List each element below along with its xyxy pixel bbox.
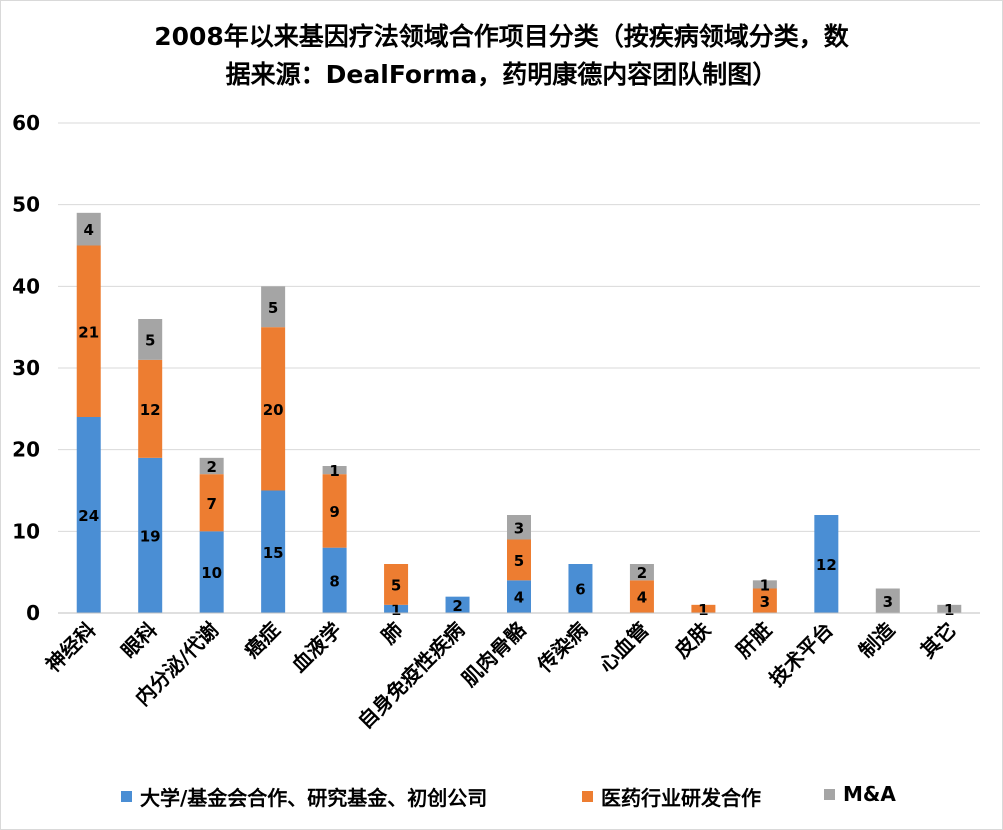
bar-segment: [568, 564, 593, 613]
data-label: 3: [514, 519, 524, 537]
bar-segment: [76, 245, 101, 417]
category-label: 血液学: [287, 618, 346, 677]
legend-swatch-ma: [824, 788, 835, 800]
bar-segment: [138, 359, 163, 458]
category-label: 肺: [376, 618, 407, 649]
data-label: 15: [263, 544, 284, 562]
bar-segment: [507, 515, 531, 540]
data-label: 4: [84, 221, 94, 239]
legend-item-ma: M&A: [824, 782, 896, 806]
data-label: 1: [391, 601, 401, 619]
bar-segment: [322, 474, 347, 548]
bar-segment: [261, 490, 286, 613]
y-tick-label: 0: [26, 601, 40, 625]
category-label: 肝脏: [731, 618, 776, 663]
y-tick-label: 30: [12, 356, 40, 380]
bar-segment: [507, 580, 531, 613]
bar-segment: [629, 564, 654, 581]
bar-segment: [752, 580, 777, 589]
data-label: 4: [514, 589, 524, 607]
bar-segment: [752, 588, 777, 613]
bar-segment: [76, 417, 101, 613]
data-label: 20: [263, 401, 284, 419]
bar-segment: [507, 539, 531, 581]
category-label: 传染病: [532, 618, 592, 678]
legend-item-industry: 医药行业研发合作: [582, 782, 761, 811]
category-label: 自身免疫性疾病: [353, 618, 469, 734]
data-label: 24: [78, 507, 99, 525]
data-label: 19: [140, 527, 161, 545]
bar-segment: [322, 547, 347, 613]
data-label: 10: [201, 564, 222, 582]
bar-segment: [384, 604, 409, 613]
category-label: 癌症: [239, 618, 284, 663]
category-label: 制造: [854, 617, 900, 663]
data-label: 12: [140, 401, 161, 419]
legend-item-university: 大学/基金会合作、研究基金、初创公司: [121, 782, 487, 811]
data-label: 5: [514, 552, 524, 570]
data-label: 7: [206, 495, 216, 513]
category-label: 眼科: [116, 618, 161, 663]
legend-swatch-industry: [582, 791, 593, 802]
bar-segment: [875, 588, 900, 613]
data-label: 12: [816, 556, 837, 574]
data-label: 2: [637, 564, 647, 582]
bar-segment: [199, 531, 224, 613]
bar-segment: [138, 457, 163, 613]
data-label: 21: [78, 323, 99, 341]
legend-label-industry: 医药行业研发合作: [601, 786, 761, 810]
y-tick-label: 10: [12, 519, 40, 543]
legend-swatch-university: [121, 791, 132, 802]
data-label: 2: [452, 597, 462, 615]
y-tick-label: 20: [12, 438, 40, 462]
data-label: 1: [698, 601, 708, 619]
data-label: 3: [883, 593, 893, 611]
bar-segment: [814, 515, 839, 613]
category-label: 技术平台: [764, 618, 838, 692]
category-label: 心血管: [594, 618, 653, 677]
data-label: 5: [268, 299, 278, 317]
data-label: 9: [329, 503, 339, 521]
bar-segment: [322, 466, 347, 475]
y-tick-label: 50: [12, 193, 40, 217]
category-label: 其它: [916, 618, 961, 663]
data-label: 2: [206, 458, 216, 476]
bar-segment: [199, 457, 224, 475]
data-label: 1: [329, 462, 339, 480]
chart-title: 2008年以来基因疗法领域合作项目分类（按疾病领域分类，数 据来源：DealFo…: [40, 18, 963, 94]
bar-segment: [138, 319, 163, 360]
data-label: 5: [391, 576, 401, 594]
data-label: 4: [637, 589, 647, 607]
bar-segment: [384, 564, 409, 605]
category-label: 肌肉骨骼: [457, 617, 531, 691]
legend-label-ma: M&A: [843, 782, 896, 806]
bar-segment: [199, 474, 224, 532]
data-label: 1: [944, 601, 954, 619]
bar-segment: [76, 212, 101, 246]
bar-segment: [937, 604, 962, 613]
category-label: 神经科: [41, 618, 100, 677]
bar-segment: [629, 580, 654, 613]
data-label: 3: [760, 593, 770, 611]
bar-segment: [691, 604, 716, 613]
y-tick-label: 60: [12, 111, 40, 135]
data-label: 1: [760, 576, 770, 594]
legend-label-university: 大学/基金会合作、研究基金、初创公司: [140, 786, 488, 810]
bar-segment: [445, 596, 470, 613]
data-label: 8: [329, 572, 339, 590]
data-label: 6: [575, 581, 585, 599]
chart-title-line2: 据来源：DealForma，药明康德内容团队制图）: [225, 60, 778, 89]
category-label: 皮肤: [670, 617, 716, 663]
y-tick-label: 40: [12, 274, 40, 298]
chart-title-line1: 2008年以来基因疗法领域合作项目分类（按疾病领域分类，数: [154, 22, 849, 51]
bar-segment: [261, 327, 286, 491]
data-label: 5: [145, 331, 155, 349]
bar-segment: [261, 286, 286, 328]
